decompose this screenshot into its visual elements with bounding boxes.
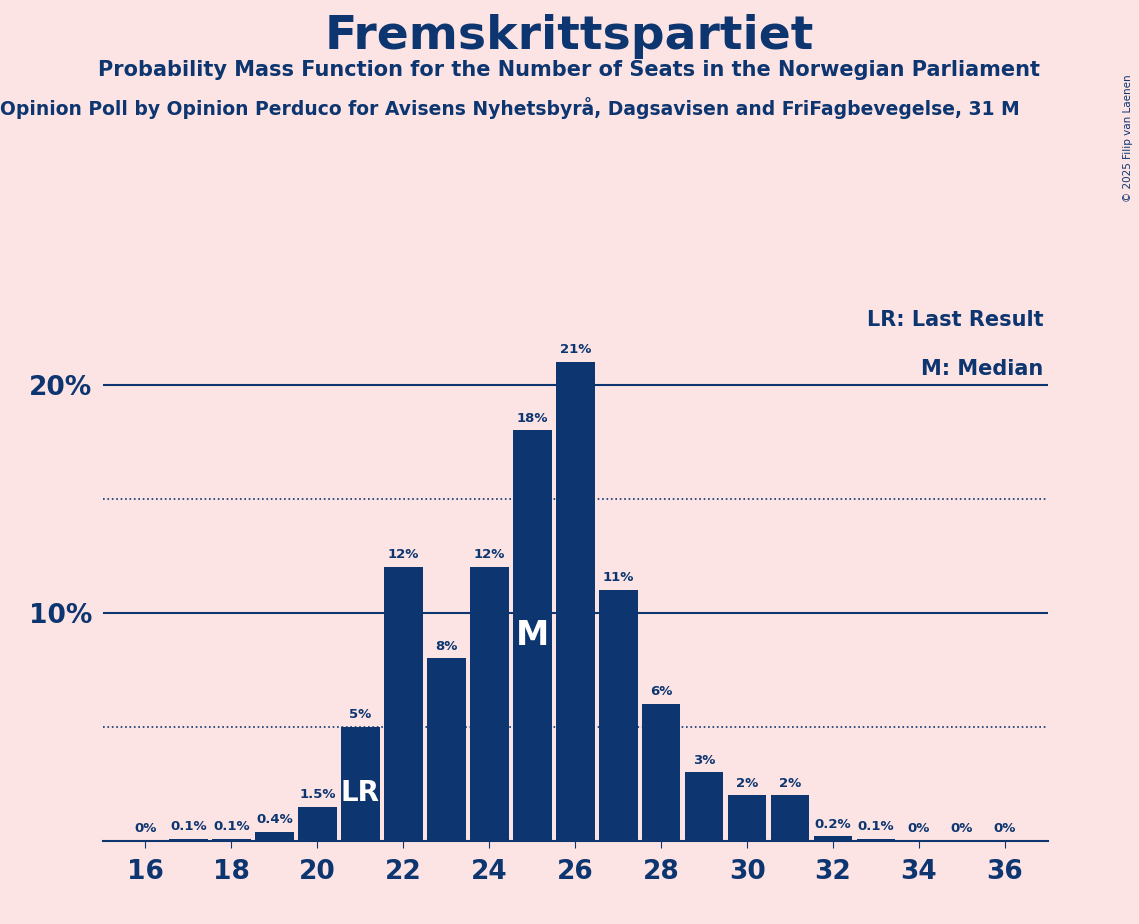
Text: 1.5%: 1.5% [300,788,336,801]
Text: 0.1%: 0.1% [170,820,207,833]
Text: LR: Last Result: LR: Last Result [867,310,1043,330]
Text: 0%: 0% [134,822,157,835]
Text: 2%: 2% [736,776,759,789]
Bar [556,362,595,841]
Text: 0.4%: 0.4% [256,813,293,826]
Text: 0.1%: 0.1% [213,820,249,833]
Text: Fremskrittspartiet: Fremskrittspartiet [325,14,814,59]
Bar [298,807,337,841]
Bar [169,839,207,841]
Text: M: Median: M: Median [921,359,1043,379]
Text: 5%: 5% [350,708,371,721]
Bar [728,796,767,841]
Bar [341,727,379,841]
Bar [212,839,251,841]
Bar [771,796,810,841]
Text: M: M [516,619,549,652]
Text: 3%: 3% [693,754,715,767]
Bar [470,567,509,841]
Text: 12%: 12% [474,549,505,562]
Bar [255,832,294,841]
Text: 0.1%: 0.1% [858,820,894,833]
Text: LR: LR [341,779,379,807]
Text: 21%: 21% [559,343,591,357]
Bar [427,659,466,841]
Text: Opinion Poll by Opinion Perduco for Avisens Nyhetsbyrå, Dagsavisen and FriFagbev: Opinion Poll by Opinion Perduco for Avis… [0,97,1019,119]
Bar [599,590,638,841]
Text: 0%: 0% [951,822,973,835]
Text: 0%: 0% [908,822,931,835]
Text: 0%: 0% [993,822,1016,835]
Text: 6%: 6% [650,686,672,699]
Bar [685,772,723,841]
Bar [857,839,895,841]
Text: 12%: 12% [387,549,419,562]
Bar [813,836,852,841]
Text: 11%: 11% [603,571,634,584]
Bar [384,567,423,841]
Bar [641,704,680,841]
Bar [513,431,551,841]
Text: Probability Mass Function for the Number of Seats in the Norwegian Parliament: Probability Mass Function for the Number… [98,60,1041,80]
Text: 2%: 2% [779,776,801,789]
Text: 18%: 18% [516,412,548,425]
Text: © 2025 Filip van Laenen: © 2025 Filip van Laenen [1123,74,1133,201]
Text: 0.2%: 0.2% [814,818,851,831]
Text: 8%: 8% [435,639,458,652]
